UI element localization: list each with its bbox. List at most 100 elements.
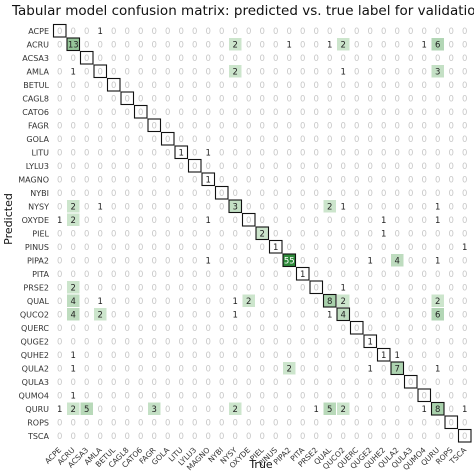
y-tick-label: QUERC (21, 324, 49, 333)
cell-count: 0 (57, 270, 62, 280)
cell-count: 0 (125, 378, 130, 388)
cell-count: 0 (273, 81, 278, 91)
cell-count: 0 (273, 337, 278, 347)
cell-count: 0 (314, 67, 319, 77)
cell-fill (229, 200, 242, 213)
cell-count: 0 (111, 94, 116, 104)
cell-count: 0 (435, 243, 440, 253)
cell-count: 0 (341, 243, 346, 253)
cell-count: 0 (219, 175, 224, 185)
cell-count: 0 (435, 378, 440, 388)
cell-count: 0 (233, 337, 238, 347)
chart-title: Tabular model confusion matrix: predicte… (11, 3, 474, 19)
cell-count: 0 (206, 54, 211, 64)
cell-count: 0 (84, 67, 89, 77)
cell-count: 0 (179, 270, 184, 280)
cell-count: 0 (354, 310, 359, 320)
cell-count: 0 (381, 108, 386, 118)
cell-count: 0 (314, 432, 319, 442)
cell-count: 0 (246, 270, 251, 280)
cell-count: 0 (219, 283, 224, 293)
cell-count: 0 (179, 189, 184, 199)
cell-fill (337, 402, 350, 415)
cell-fill (67, 200, 80, 213)
cell-count: 0 (260, 243, 265, 253)
cell-count: 0 (422, 243, 427, 253)
cell-count: 0 (179, 297, 184, 307)
cell-count: 0 (354, 67, 359, 77)
cell-count: 0 (260, 351, 265, 361)
cell-count: 0 (246, 418, 251, 428)
cell-count: 0 (219, 337, 224, 347)
cell-count: 0 (57, 391, 62, 401)
cell-count: 0 (314, 243, 319, 253)
cell-count: 0 (57, 378, 62, 388)
diagonal-cell-outline (349, 320, 364, 335)
cell-count: 0 (273, 202, 278, 212)
cell-count: 0 (354, 418, 359, 428)
cell-count: 0 (408, 418, 413, 428)
cell-count: 0 (125, 310, 130, 320)
cell-count: 0 (300, 108, 305, 118)
cell-count: 0 (179, 54, 184, 64)
diagonal-cell-outline (336, 307, 351, 322)
cell-count: 0 (395, 270, 400, 280)
cell-count: 0 (449, 108, 454, 118)
cell-count: 0 (327, 351, 332, 361)
cell-count: 0 (111, 162, 116, 172)
cell-count: 0 (138, 297, 143, 307)
cell-count: 0 (314, 391, 319, 401)
cell-fill (323, 294, 336, 307)
cell-count: 0 (152, 310, 157, 320)
cell-count: 0 (179, 175, 184, 185)
cell-count: 0 (341, 54, 346, 64)
cell-count: 0 (354, 216, 359, 226)
cell-count: 0 (233, 243, 238, 253)
cell-count: 0 (125, 283, 130, 293)
cell-count: 0 (219, 229, 224, 239)
cell-count: 0 (287, 229, 292, 239)
cell-count: 0 (354, 175, 359, 185)
cell-count: 0 (71, 135, 76, 145)
cell-count: 0 (165, 189, 170, 199)
cell-count: 0 (192, 189, 197, 199)
cell-count: 0 (395, 337, 400, 347)
cell-count: 0 (287, 216, 292, 226)
cell-count: 1 (57, 405, 62, 415)
cell-count: 0 (84, 229, 89, 239)
cell-count: 0 (84, 148, 89, 158)
cell-count: 0 (287, 94, 292, 104)
cell-count: 0 (179, 256, 184, 266)
cell-count: 0 (98, 175, 103, 185)
cell-count: 0 (408, 324, 413, 334)
cell-count: 0 (408, 270, 413, 280)
cell-count: 0 (273, 310, 278, 320)
cell-count: 0 (368, 202, 373, 212)
cell-count: 0 (260, 297, 265, 307)
cell-count: 0 (152, 148, 157, 158)
cell-count: 0 (408, 94, 413, 104)
cell-count: 0 (233, 54, 238, 64)
cell-count: 0 (314, 202, 319, 212)
cell-count: 1 (327, 40, 332, 50)
cell-count: 0 (138, 81, 143, 91)
cell-count: 0 (327, 364, 332, 374)
cell-count: 0 (179, 337, 184, 347)
cell-count: 0 (98, 81, 103, 91)
diagonal-cell-outline (241, 212, 256, 227)
cell-count: 1 (98, 297, 103, 307)
cell-count: 0 (233, 135, 238, 145)
cell-count: 0 (287, 162, 292, 172)
cell-count: 1 (71, 351, 76, 361)
cell-count: 0 (341, 162, 346, 172)
cell-count: 0 (165, 40, 170, 50)
cell-count: 0 (246, 202, 251, 212)
cell-count: 1 (381, 216, 386, 226)
cell-count: 0 (260, 108, 265, 118)
cell-count: 0 (125, 54, 130, 64)
cell-count: 0 (246, 54, 251, 64)
cell-count: 2 (287, 364, 292, 374)
cell-count: 0 (206, 121, 211, 131)
cell-count: 0 (260, 364, 265, 374)
cell-count: 0 (219, 243, 224, 253)
